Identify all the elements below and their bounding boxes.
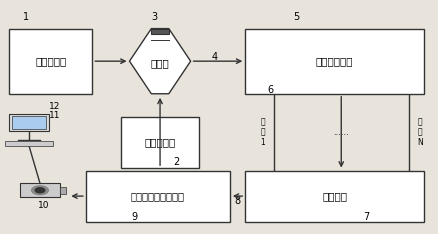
Text: 通
道
1: 通 道 1 [260, 117, 265, 147]
Text: 9: 9 [132, 212, 138, 222]
FancyBboxPatch shape [60, 187, 66, 194]
Text: 调制器: 调制器 [151, 58, 170, 69]
FancyBboxPatch shape [12, 116, 46, 129]
Text: 光纤延迟阵列: 光纤延迟阵列 [316, 56, 353, 66]
Text: 7: 7 [363, 212, 369, 222]
Text: 10: 10 [38, 201, 49, 210]
FancyBboxPatch shape [10, 113, 49, 131]
Text: 2: 2 [173, 157, 180, 167]
Text: 光载波信号: 光载波信号 [35, 56, 67, 66]
Text: 8: 8 [235, 196, 241, 206]
Text: 通
道
N: 通 道 N [417, 117, 423, 147]
Text: 5: 5 [293, 12, 300, 22]
FancyBboxPatch shape [5, 141, 53, 146]
Text: 11: 11 [49, 111, 60, 121]
Text: 1: 1 [22, 12, 28, 22]
Text: 12: 12 [49, 102, 60, 111]
FancyBboxPatch shape [20, 183, 60, 197]
Text: 光电时空转换扫描器: 光电时空转换扫描器 [131, 191, 185, 201]
FancyBboxPatch shape [86, 171, 230, 222]
Text: 3: 3 [151, 12, 157, 22]
Text: 待测电信号: 待测电信号 [145, 138, 176, 148]
Text: 波长变换: 波长变换 [322, 191, 347, 201]
FancyBboxPatch shape [245, 171, 424, 222]
Circle shape [35, 188, 45, 193]
Text: 4: 4 [212, 51, 218, 62]
Text: ......: ...... [333, 128, 349, 137]
Text: 6: 6 [267, 85, 273, 95]
Polygon shape [130, 29, 191, 94]
FancyBboxPatch shape [121, 117, 199, 168]
FancyBboxPatch shape [10, 29, 92, 94]
Polygon shape [151, 29, 169, 34]
Circle shape [32, 186, 48, 195]
FancyBboxPatch shape [245, 29, 424, 94]
